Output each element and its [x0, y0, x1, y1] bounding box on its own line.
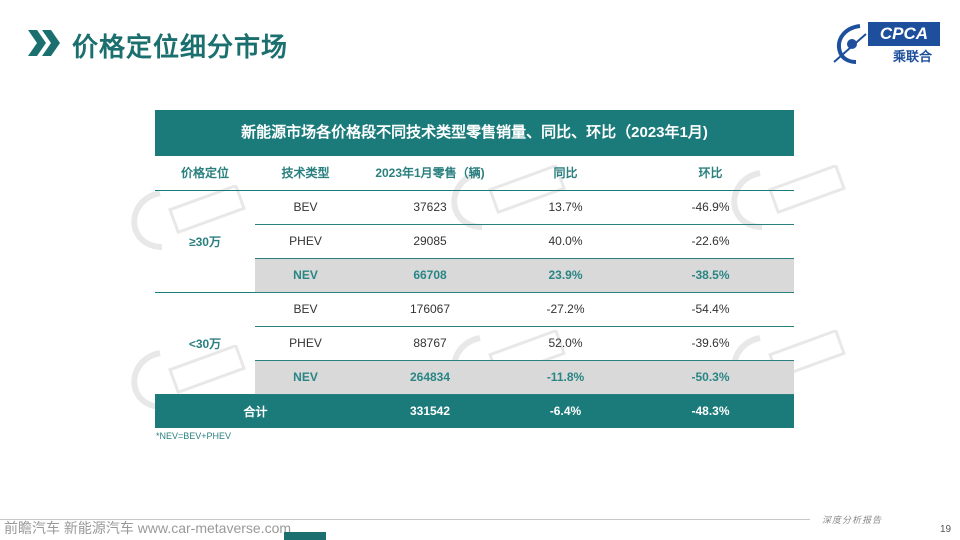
column-header-mom: 环比 — [627, 156, 794, 191]
table-row-nev-subtotal: NEV 264834 -11.8% -50.3% — [155, 360, 794, 395]
table-row-total: 合计 331542 -6.4% -48.3% — [155, 394, 794, 428]
table-row: ≥30万 BEV 37623 13.7% -46.9% — [155, 190, 794, 293]
table-row: <30万 BEV 176067 -27.2% -54.4% — [155, 292, 794, 395]
total-label: 合计 — [155, 394, 356, 428]
sales-cell: 88767 — [356, 326, 504, 361]
yoy-cell: -27.2% — [504, 292, 627, 327]
column-header-price-segment: 价格定位 — [155, 156, 255, 191]
table-header-row: 价格定位 技术类型 2023年1月零售（辆) 同比 环比 — [155, 156, 794, 191]
price-segment-label: ≥30万 — [155, 190, 255, 293]
logo-wordmark: CPCA — [868, 22, 940, 46]
footer-report-label: 深度分析报告 — [822, 515, 883, 525]
tech-type-cell: PHEV — [255, 224, 356, 259]
mom-cell: -39.6% — [627, 326, 794, 361]
table-row: PHEV 29085 40.0% -22.6% — [155, 224, 794, 259]
sales-cell: 66708 — [356, 258, 504, 293]
yoy-cell: 23.9% — [504, 258, 627, 293]
mom-cell: -54.4% — [627, 292, 794, 327]
yoy-cell: 52.0% — [504, 326, 627, 361]
mom-cell: -50.3% — [627, 360, 794, 395]
sales-cell: 37623 — [356, 190, 504, 225]
column-header-yoy: 同比 — [504, 156, 627, 191]
mom-cell: -38.5% — [627, 258, 794, 293]
footer-source-watermark: 前瞻汽车 新能源汽车 www.car-metaverse.com — [4, 520, 292, 536]
total-yoy-cell: -6.4% — [504, 394, 627, 428]
mom-cell: -22.6% — [627, 224, 794, 259]
tech-type-cell: NEV — [255, 360, 356, 395]
tech-type-cell: BEV — [255, 292, 356, 327]
table-title: 新能源市场各价格段不同技术类型零售销量、同比、环比（2023年1月) — [155, 110, 794, 156]
column-header-retail-sales: 2023年1月零售（辆) — [356, 156, 504, 191]
cpca-logo: CPCA 乘联合 — [830, 22, 940, 66]
tech-type-cell: BEV — [255, 190, 356, 225]
cpca-emblem-icon — [833, 24, 867, 64]
yoy-cell: 40.0% — [504, 224, 627, 259]
price-segment-label: <30万 — [155, 292, 255, 395]
sales-table-container: 新能源市场各价格段不同技术类型零售销量、同比、环比（2023年1月) 价格定位 … — [155, 110, 794, 428]
page-title: 价格定位细分市场 — [72, 32, 289, 62]
table-row-nev-subtotal: NEV 66708 23.9% -38.5% — [155, 258, 794, 293]
sales-cell: 29085 — [356, 224, 504, 259]
yoy-cell: 13.7% — [504, 190, 627, 225]
footer-divider — [0, 519, 810, 520]
sales-cell: 264834 — [356, 360, 504, 395]
tech-type-cell: NEV — [255, 258, 356, 293]
page-number: 19 — [940, 524, 952, 535]
tech-type-cell: PHEV — [255, 326, 356, 361]
sales-table: 价格定位 技术类型 2023年1月零售（辆) 同比 环比 ≥30万 BEV 37… — [155, 156, 794, 428]
table-row: PHEV 88767 52.0% -39.6% — [155, 326, 794, 361]
double-chevron-icon — [28, 30, 60, 56]
table-footnote: *NEV=BEV+PHEV — [156, 431, 232, 441]
sales-cell: 176067 — [356, 292, 504, 327]
footer-accent-block — [284, 532, 326, 540]
total-sales-cell: 331542 — [356, 394, 504, 428]
yoy-cell: -11.8% — [504, 360, 627, 395]
mom-cell: -46.9% — [627, 190, 794, 225]
column-header-tech-type: 技术类型 — [255, 156, 356, 191]
total-mom-cell: -48.3% — [627, 394, 794, 428]
page-header: 价格定位细分市场 CPCA 乘联合 — [0, 0, 960, 86]
logo-chinese-name: 乘联合 — [892, 49, 932, 64]
